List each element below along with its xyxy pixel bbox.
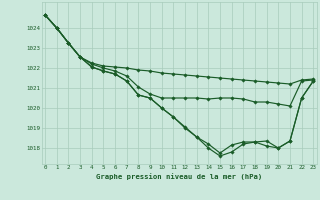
X-axis label: Graphe pression niveau de la mer (hPa): Graphe pression niveau de la mer (hPa) bbox=[96, 173, 262, 180]
